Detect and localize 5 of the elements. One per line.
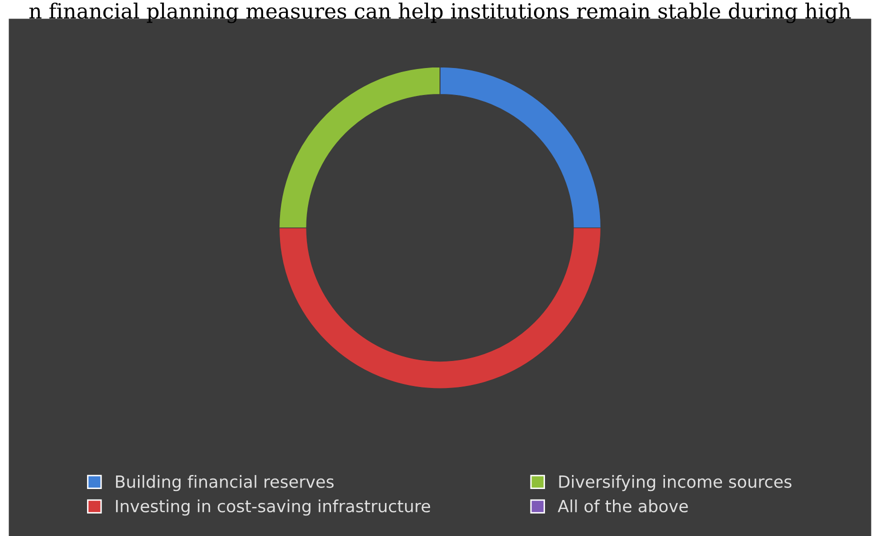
legend-label: All of the above bbox=[558, 500, 688, 512]
legend-label: Building financial reserves bbox=[116, 475, 334, 492]
legend-label: Diversifying income sources bbox=[559, 475, 792, 492]
chart-title: n financial planning measures can help institutions remain stable during high bbox=[29, 2, 851, 24]
legend-label: Investing in cost-saving infrastructure bbox=[116, 500, 430, 516]
